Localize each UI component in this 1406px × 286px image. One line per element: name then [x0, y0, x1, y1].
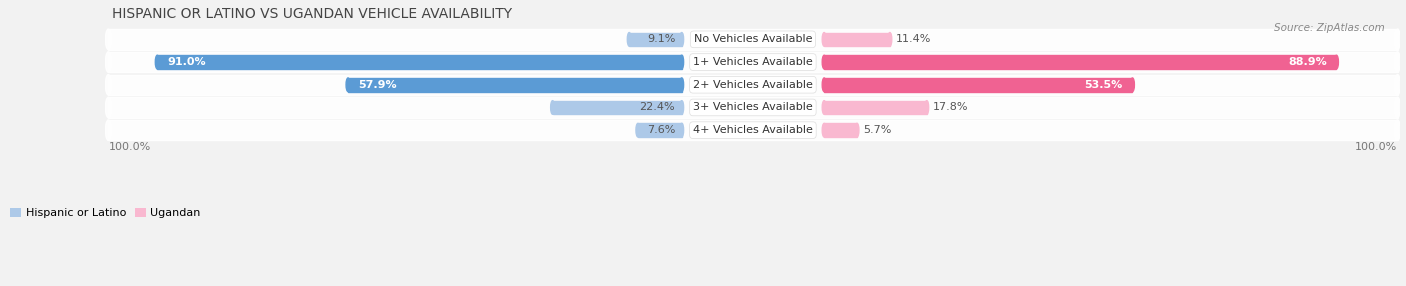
Circle shape: [636, 123, 640, 137]
Bar: [108, 29, 1398, 49]
Circle shape: [855, 123, 859, 137]
Circle shape: [679, 123, 683, 137]
Circle shape: [925, 101, 929, 114]
Circle shape: [823, 33, 827, 46]
Circle shape: [155, 55, 159, 69]
Bar: [108, 97, 1398, 118]
Legend: Hispanic or Latino, Ugandan: Hispanic or Latino, Ugandan: [6, 203, 205, 223]
Bar: [349, 78, 682, 92]
Circle shape: [1395, 29, 1400, 49]
Text: 3+ Vehicles Available: 3+ Vehicles Available: [693, 102, 813, 112]
Text: 100.0%: 100.0%: [1355, 142, 1398, 152]
Text: 5.7%: 5.7%: [863, 125, 891, 135]
Circle shape: [627, 33, 631, 46]
Bar: [824, 123, 858, 137]
Text: No Vehicles Available: No Vehicles Available: [693, 34, 813, 44]
Text: 11.4%: 11.4%: [896, 34, 932, 44]
Text: 7.6%: 7.6%: [647, 125, 675, 135]
Circle shape: [105, 29, 111, 49]
Circle shape: [105, 52, 111, 72]
Circle shape: [679, 55, 683, 69]
Bar: [108, 52, 1398, 72]
Circle shape: [346, 78, 350, 92]
Bar: [157, 55, 682, 69]
Text: 4+ Vehicles Available: 4+ Vehicles Available: [693, 125, 813, 135]
Text: 9.1%: 9.1%: [647, 34, 675, 44]
Circle shape: [823, 55, 827, 69]
Circle shape: [823, 101, 827, 114]
Circle shape: [1395, 97, 1400, 118]
Text: 91.0%: 91.0%: [167, 57, 205, 67]
Bar: [824, 55, 1337, 69]
Text: Source: ZipAtlas.com: Source: ZipAtlas.com: [1274, 23, 1385, 33]
Circle shape: [551, 101, 554, 114]
Circle shape: [1334, 55, 1339, 69]
Bar: [553, 101, 682, 114]
Circle shape: [679, 33, 683, 46]
Bar: [824, 78, 1132, 92]
Text: 1+ Vehicles Available: 1+ Vehicles Available: [693, 57, 813, 67]
Bar: [824, 101, 927, 114]
Text: 17.8%: 17.8%: [934, 102, 969, 112]
Bar: [630, 33, 682, 46]
Circle shape: [823, 123, 827, 137]
Text: 53.5%: 53.5%: [1084, 80, 1123, 90]
Text: 57.9%: 57.9%: [357, 80, 396, 90]
Circle shape: [679, 78, 683, 92]
Circle shape: [1395, 120, 1400, 140]
Circle shape: [679, 101, 683, 114]
Circle shape: [889, 33, 891, 46]
Circle shape: [1130, 78, 1135, 92]
Circle shape: [105, 97, 111, 118]
Circle shape: [105, 75, 111, 95]
Bar: [824, 33, 890, 46]
Text: 88.9%: 88.9%: [1288, 57, 1327, 67]
Bar: [108, 75, 1398, 95]
Bar: [638, 123, 682, 137]
Bar: [108, 120, 1398, 140]
Text: HISPANIC OR LATINO VS UGANDAN VEHICLE AVAILABILITY: HISPANIC OR LATINO VS UGANDAN VEHICLE AV…: [112, 7, 512, 21]
Circle shape: [1395, 75, 1400, 95]
Text: 2+ Vehicles Available: 2+ Vehicles Available: [693, 80, 813, 90]
Text: 22.4%: 22.4%: [640, 102, 675, 112]
Text: 100.0%: 100.0%: [108, 142, 150, 152]
Circle shape: [105, 120, 111, 140]
Circle shape: [823, 78, 827, 92]
Circle shape: [1395, 52, 1400, 72]
